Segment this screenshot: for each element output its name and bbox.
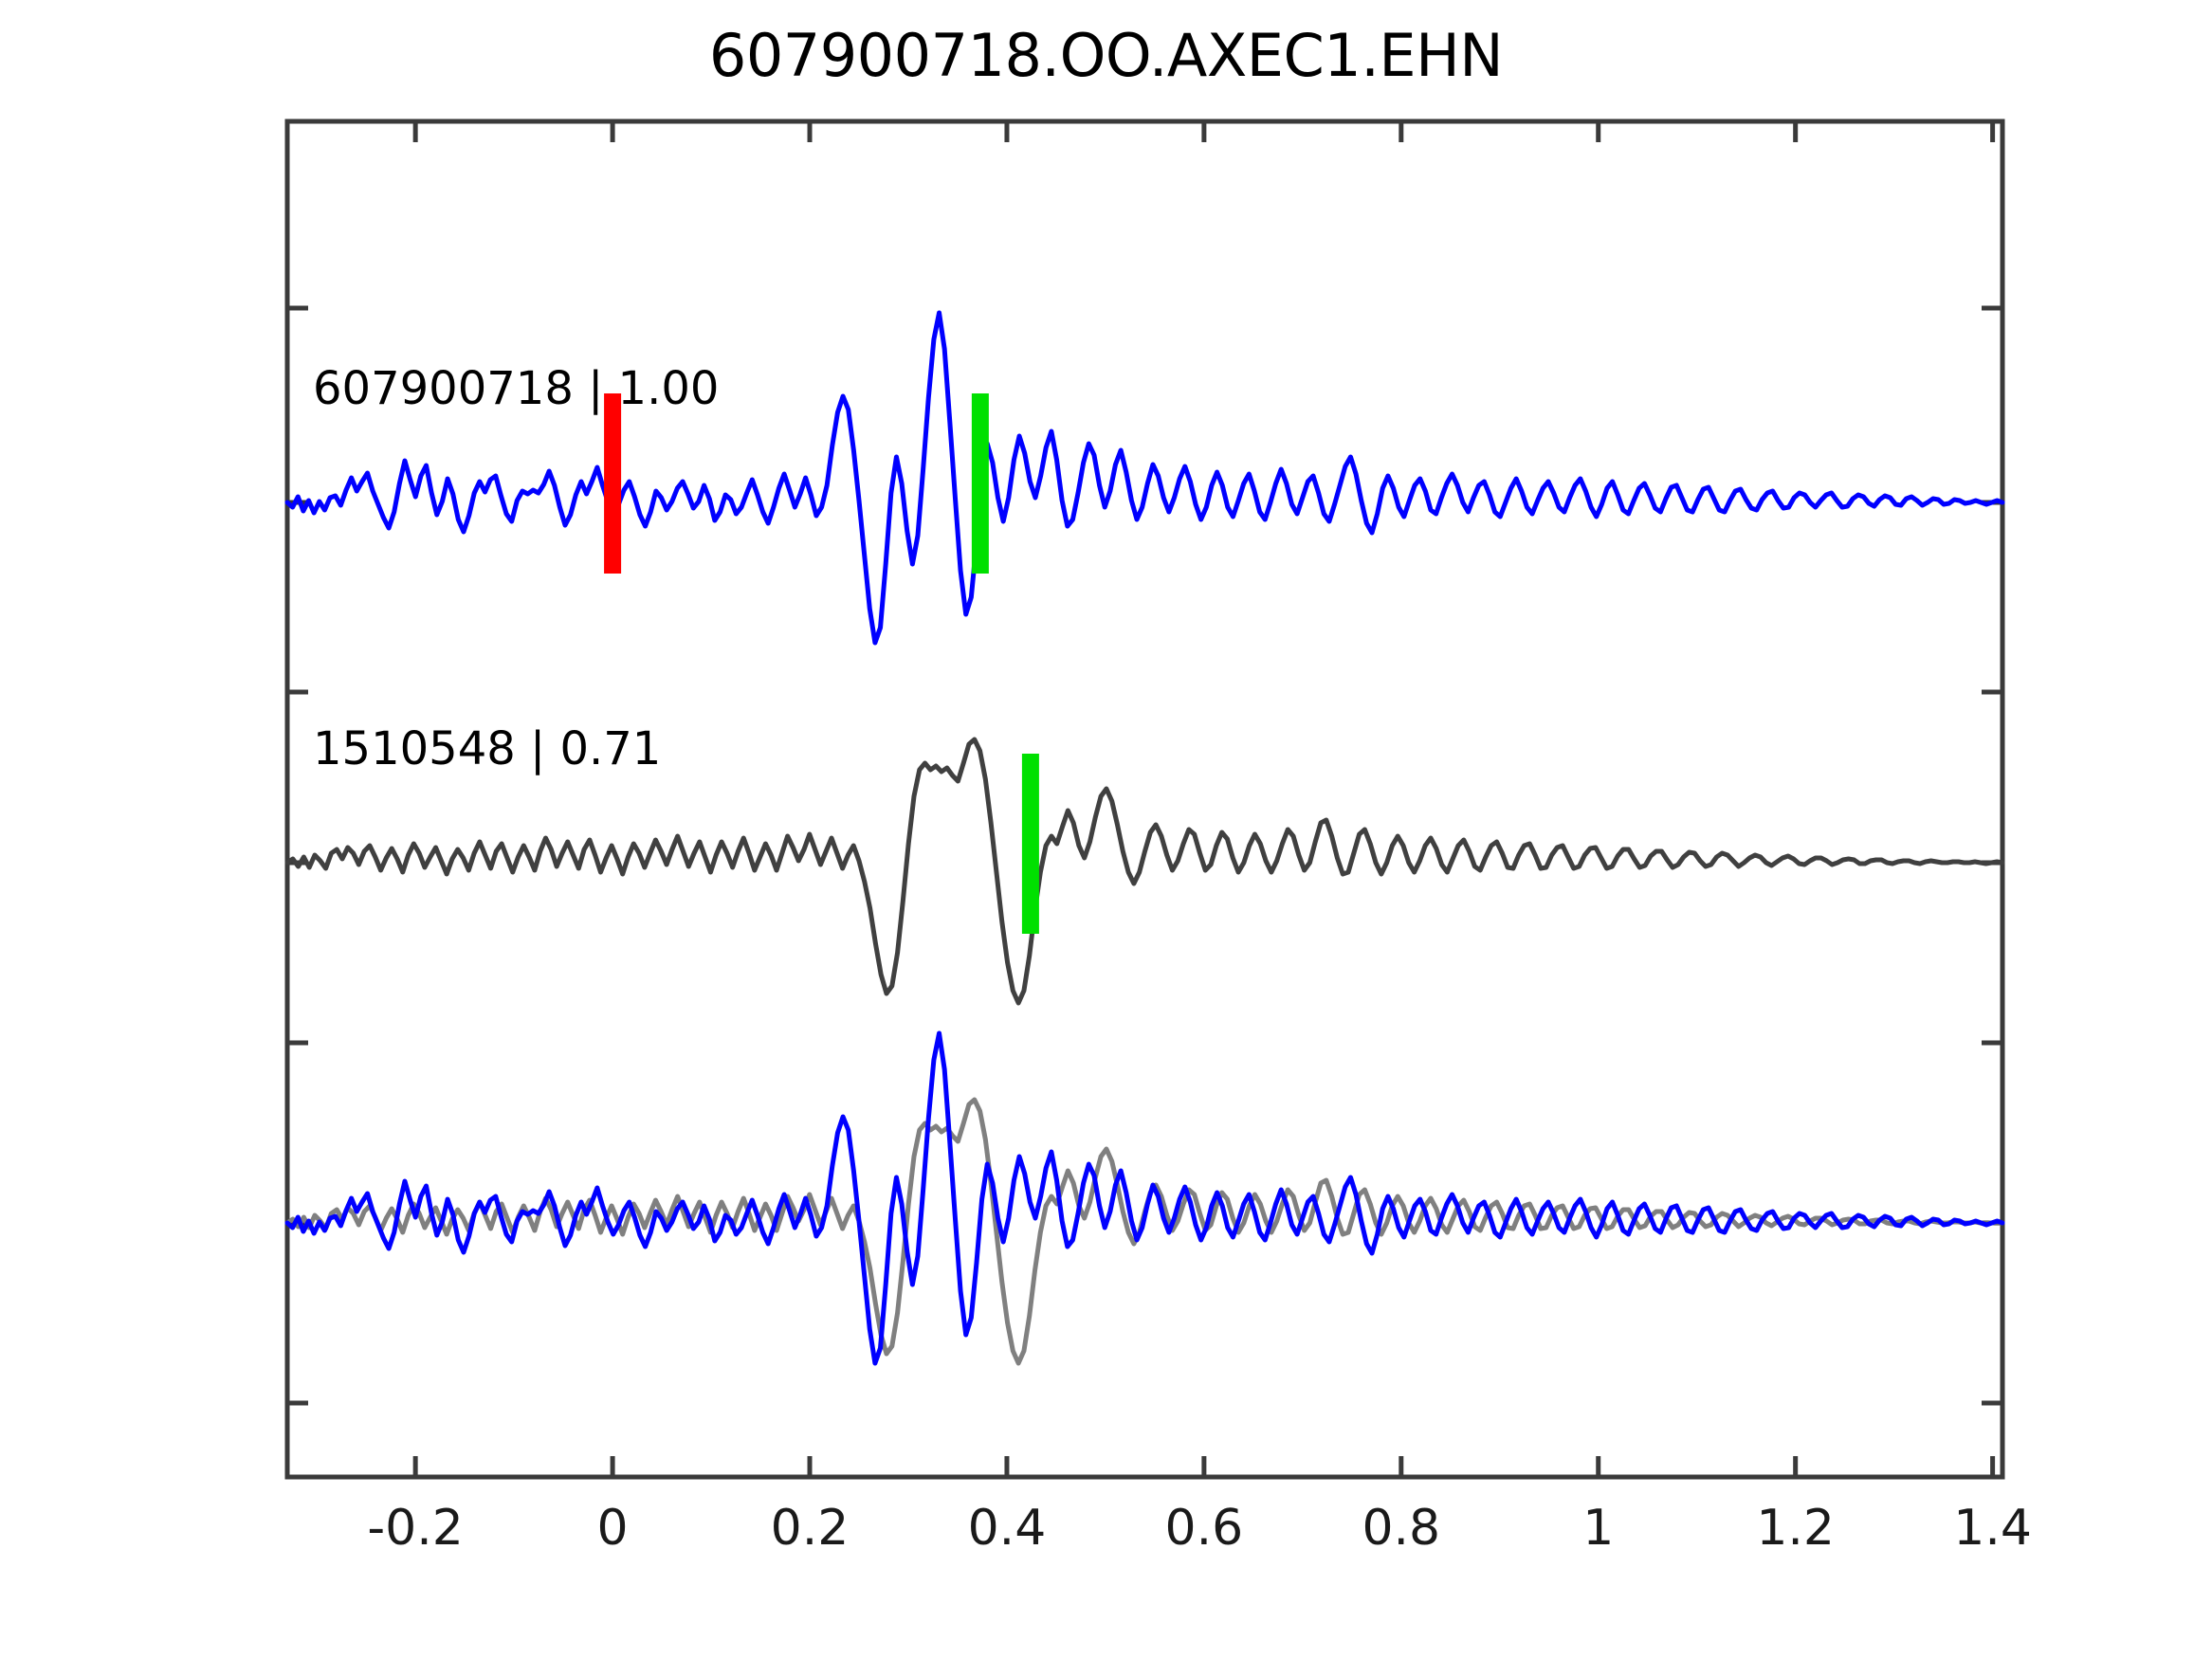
trace-label-template: 607900718 | 1.00 bbox=[313, 362, 720, 415]
x-tick-label: 1 bbox=[1582, 1500, 1615, 1557]
trace-template-panel1 bbox=[284, 310, 2005, 646]
x-tick-label: 0 bbox=[596, 1500, 629, 1557]
x-tick-label: -0.2 bbox=[367, 1500, 464, 1557]
x-tick-label: 1.4 bbox=[1953, 1500, 2032, 1557]
plot-border bbox=[284, 118, 2005, 1480]
phase-markers bbox=[604, 393, 1039, 934]
trace-template-overlay-panel3 bbox=[284, 1030, 2005, 1366]
x-tick-label: 0.2 bbox=[770, 1500, 850, 1557]
x-tick-label: 0.4 bbox=[967, 1500, 1047, 1557]
trace-match-overlay-panel3 bbox=[284, 1097, 2005, 1366]
x-tick-label: 0.8 bbox=[1362, 1500, 1441, 1557]
pick-marker-match bbox=[1021, 754, 1039, 934]
waveform-traces bbox=[284, 310, 2005, 1366]
pick-marker-template bbox=[971, 393, 989, 574]
trace-match-panel2 bbox=[284, 737, 2005, 1006]
x-tick-label: 0.6 bbox=[1164, 1500, 1244, 1557]
page-title: 607900718.OO.AXEC1.EHN bbox=[708, 21, 1504, 90]
trace-label-match: 1510548 | 0.71 bbox=[313, 722, 662, 775]
x-tick-label: 1.2 bbox=[1756, 1500, 1836, 1557]
origin-marker bbox=[604, 393, 622, 574]
x-axis-ticks bbox=[412, 121, 1996, 1477]
axes-frame bbox=[284, 118, 2005, 1480]
